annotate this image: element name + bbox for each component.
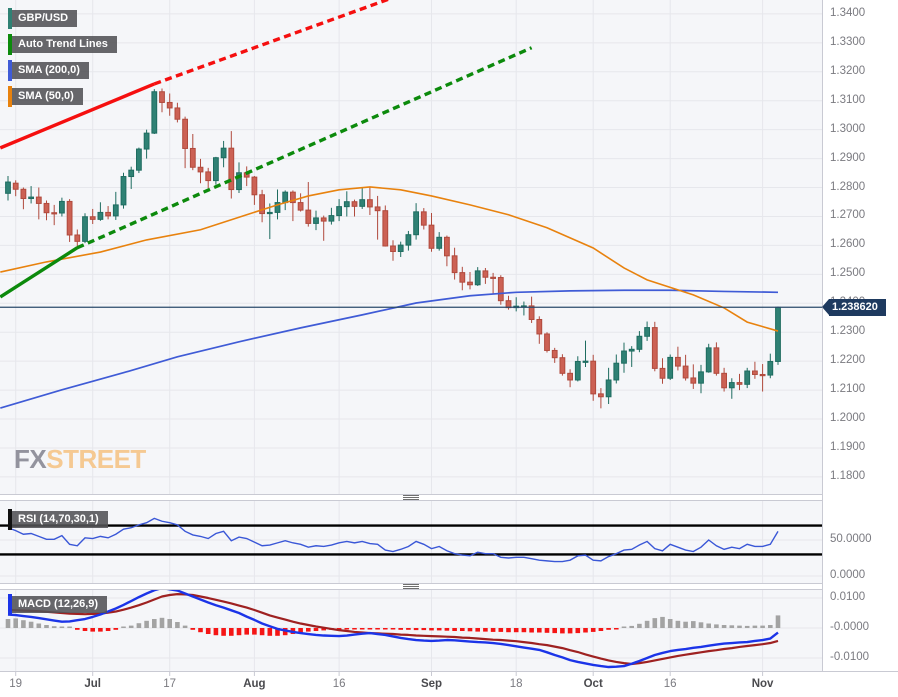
pane-divider-macd[interactable] — [0, 583, 822, 590]
price-tag-value: 1.238620 — [829, 298, 886, 316]
legend-sma50-label: SMA (50,0) — [12, 88, 83, 105]
rsi-color-key-icon — [8, 509, 12, 530]
macd-color-key-icon — [8, 594, 12, 615]
legend-trend-label: Auto Trend Lines — [12, 36, 117, 53]
legend-auto-trend-lines[interactable]: Auto Trend Lines — [8, 34, 117, 55]
legend-sma200-label: SMA (200,0) — [12, 62, 89, 79]
legend-macd[interactable]: MACD (12,26,9) — [8, 594, 108, 615]
candlestick-series — [5, 88, 781, 409]
watermark-street: STREET — [46, 444, 146, 474]
plot-background — [0, 0, 822, 671]
pane-divider-rsi[interactable] — [0, 494, 822, 501]
divider-drag-handle-icon[interactable] — [403, 584, 419, 589]
legend-rsi-label: RSI (14,70,30,1) — [12, 511, 108, 528]
rsi-line — [7, 517, 779, 563]
divider-drag-handle-icon[interactable] — [403, 495, 419, 500]
trendline-red-solid — [0, 82, 155, 150]
trendline-green-dashed — [76, 46, 533, 250]
legend-symbol-label: GBP/USD — [12, 10, 78, 27]
symbol-color-key-icon — [8, 8, 12, 29]
legend-sma200[interactable]: SMA (200,0) — [8, 60, 89, 81]
sma200-line — [0, 289, 779, 409]
price-tag-arrow-icon — [822, 299, 829, 316]
sma50-color-key-icon — [8, 86, 12, 107]
time-axis-ticks — [15, 671, 764, 676]
legend-symbol[interactable]: GBP/USD — [8, 8, 78, 29]
legend-macd-label: MACD (12,26,9) — [12, 596, 108, 613]
trendline-red-dashed — [153, 0, 392, 86]
legend-rsi[interactable]: RSI (14,70,30,1) — [8, 509, 108, 530]
watermark-fx: FX — [14, 444, 47, 474]
fxstreet-watermark: FXSTREET — [14, 444, 146, 475]
trendline-green-solid — [0, 246, 79, 299]
sma50-line — [0, 186, 779, 332]
last-price-tag: 1.238620 — [822, 298, 886, 316]
macd-line — [7, 586, 779, 669]
macd-signal-line — [7, 593, 779, 666]
trend-color-key-icon — [8, 34, 12, 55]
legend-sma50[interactable]: SMA (50,0) — [8, 86, 83, 107]
sma200-color-key-icon — [8, 60, 12, 81]
